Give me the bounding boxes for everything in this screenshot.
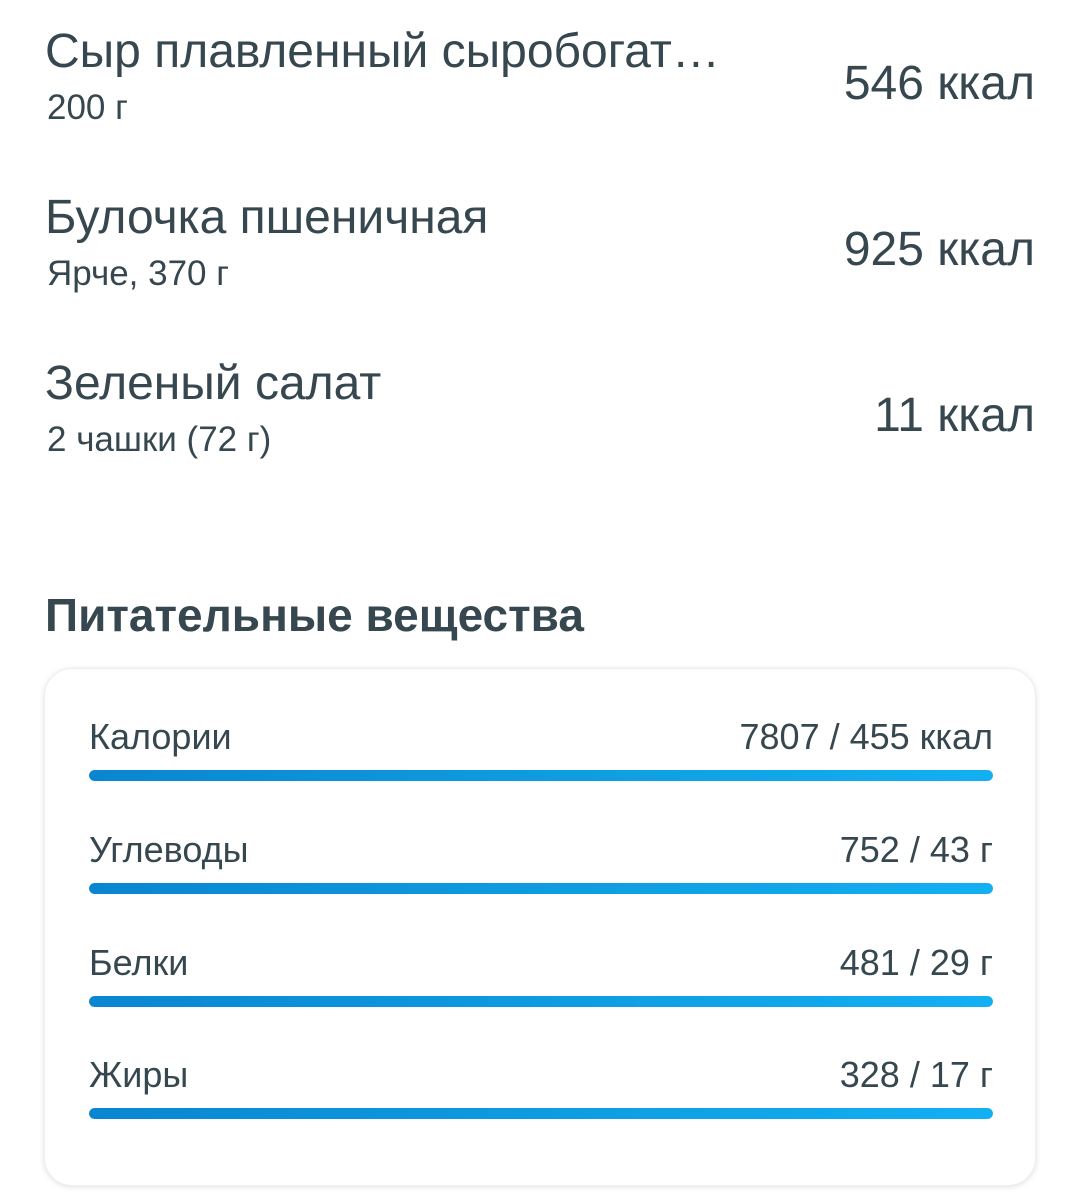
progress-bar (89, 883, 993, 894)
nutrient-value: 752 / 43 г (839, 829, 993, 870)
nutrient-label: Калории (89, 716, 232, 757)
food-calories: 546 ккал (843, 57, 1035, 110)
progress-bar (89, 996, 993, 1007)
nutrient-row-calories: Калории 7807 / 455 ккал (89, 713, 993, 803)
food-name: Булочка пшеничная (45, 191, 489, 244)
food-name: Зеленый салат (45, 357, 382, 410)
food-calories: 11 ккал (874, 389, 1035, 442)
nutrients-section-title: Питательные вещества (45, 589, 584, 641)
nutrient-value: 481 / 29 г (839, 942, 993, 983)
food-portion: 200 г (47, 88, 128, 127)
progress-bar (89, 770, 993, 781)
food-portion: 2 чашки (72 г) (47, 420, 272, 459)
nutrient-value: 328 / 17 г (839, 1054, 993, 1095)
progress-bar (89, 1108, 993, 1119)
nutrient-label: Жиры (89, 1054, 189, 1095)
food-portion: Ярче, 370 г (47, 254, 230, 293)
progress-fill (89, 883, 993, 894)
nutrients-card: Калории 7807 / 455 ккал Углеводы 752 / 4… (44, 668, 1036, 1186)
food-name: Сыр плавленный сыробогат… (45, 25, 720, 78)
nutrient-label: Белки (89, 942, 189, 983)
nutrient-value: 7807 / 455 ккал (739, 716, 993, 757)
food-calories: 925 ккал (843, 223, 1035, 276)
nutrient-label: Углеводы (89, 829, 249, 870)
progress-fill (89, 770, 993, 781)
nutrient-row-protein: Белки 481 / 29 г (89, 939, 993, 1029)
food-item-wheat-bun[interactable]: Булочка пшеничная Ярче, 370 г 925 ккал (45, 188, 1035, 308)
food-item-green-salad[interactable]: Зеленый салат 2 чашки (72 г) 11 ккал (45, 354, 1035, 474)
nutrient-row-fat: Жиры 328 / 17 г (89, 1051, 993, 1141)
food-item-processed-cheese[interactable]: Сыр плавленный сыробогат… 200 г 546 ккал (45, 22, 1035, 142)
progress-fill (89, 996, 993, 1007)
nutrient-row-carbs: Углеводы 752 / 43 г (89, 826, 993, 916)
progress-fill (89, 1108, 993, 1119)
